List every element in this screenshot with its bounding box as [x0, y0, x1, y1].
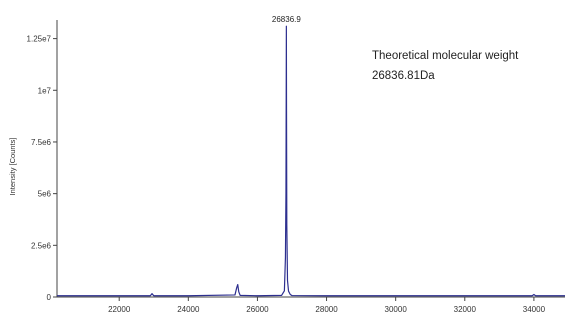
y-tick-label: 7.5e6: [31, 138, 52, 147]
spectrum-line: [57, 25, 565, 297]
x-tick-label: 30000: [385, 305, 408, 314]
x-tick-label: 34000: [523, 305, 546, 314]
labels-layer: Intensity [Counts] 26836.9: [8, 15, 301, 195]
y-axis-label: Intensity [Counts]: [8, 138, 17, 196]
x-tick-label: 32000: [454, 305, 477, 314]
x-tick-label: 22000: [108, 305, 131, 314]
x-tick-label: 24000: [177, 305, 200, 314]
axes: [56, 20, 565, 298]
annotation-line-2: 26836.81Da: [372, 70, 435, 82]
ticks: 0 2.5e6 5e6 7.5e6 1e7 1.25e7 22000 24000 26000 28…: [27, 35, 546, 314]
y-tick-label: 0: [47, 293, 52, 302]
annotation-line-1: Theoretical molecular weight: [372, 50, 519, 62]
x-tick-label: 28000: [315, 305, 338, 314]
x-tick-label: 26000: [246, 305, 269, 314]
y-tick-label: 2.5e6: [31, 241, 52, 250]
series-layer: [57, 25, 565, 297]
theoretical-mw-annotation: Theoretical molecular weight 26836.81Da: [372, 46, 518, 86]
y-tick-label: 1.25e7: [27, 35, 52, 44]
y-tick-label: 1e7: [38, 86, 52, 95]
y-tick-label: 5e6: [38, 190, 52, 199]
peak-label: 26836.9: [272, 15, 301, 24]
